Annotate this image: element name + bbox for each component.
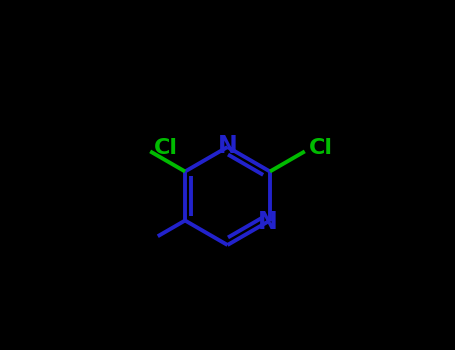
- Text: Cl: Cl: [308, 138, 333, 158]
- Text: N: N: [217, 134, 238, 158]
- Text: N: N: [258, 210, 278, 234]
- Text: Cl: Cl: [154, 138, 178, 158]
